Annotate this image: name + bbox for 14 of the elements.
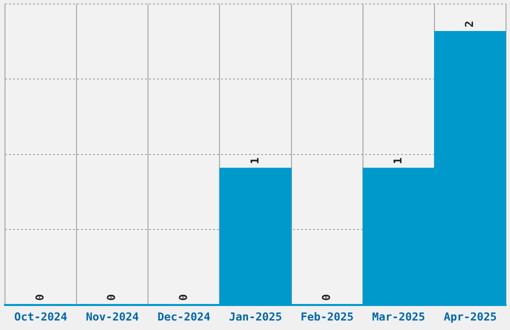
x-tick-label: Feb-2025 [300,310,354,324]
data-label: 0 [176,294,190,301]
data-label: 0 [34,294,47,301]
x-tick-label: Oct-2024 [14,310,68,324]
x-tick-label: Mar-2025 [372,310,426,324]
x-tick-label: Nov-2024 [86,310,140,324]
x-tick-label: Jan-2025 [229,310,282,324]
x-tick-label: Dec-2024 [157,310,211,324]
data-label: 0 [320,294,333,301]
data-label: 0 [105,294,118,301]
data-label: 2 [463,20,476,28]
x-tick-label: Apr-2025 [444,310,497,324]
data-label: 1 [392,157,404,164]
data-label: 1 [248,157,262,164]
